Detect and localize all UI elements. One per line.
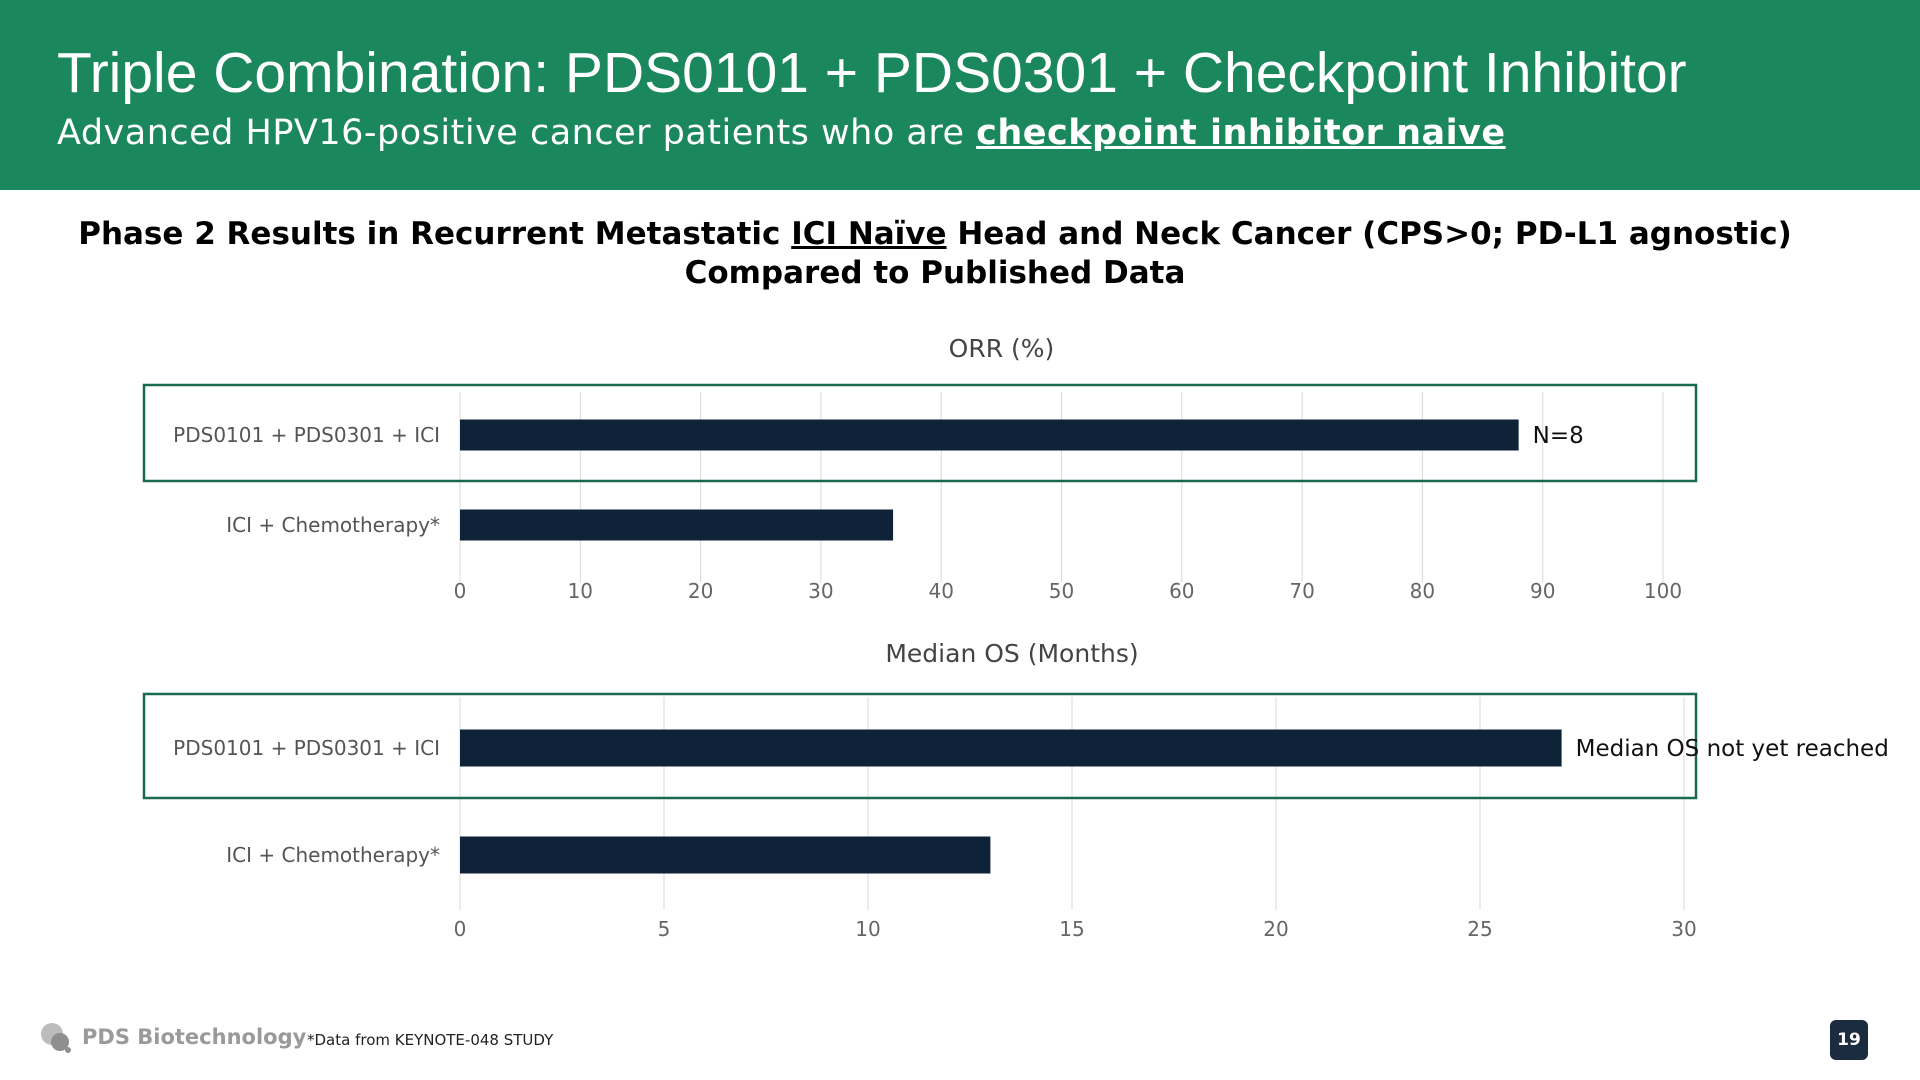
slide-title: Triple Combination: PDS0101 + PDS0301 + … xyxy=(57,41,1687,105)
slide-subtitle: Advanced HPV16-positive cancer patients … xyxy=(57,113,1506,153)
tick-label: 10 xyxy=(568,579,593,603)
tick-label: 10 xyxy=(855,917,880,941)
tick-label: 30 xyxy=(808,579,833,603)
highlight-box xyxy=(142,383,1698,483)
tick-label: 100 xyxy=(1644,579,1682,603)
heading-pre: Phase 2 Results in Recurrent Metastatic xyxy=(78,216,792,252)
heading-underlined: ICI Naïve xyxy=(791,216,947,252)
tick-label: 20 xyxy=(1263,917,1288,941)
company-logo: PDS Biotechnology xyxy=(38,1020,306,1054)
tick-label: 20 xyxy=(688,579,713,603)
tick-label: 5 xyxy=(658,917,671,941)
bar xyxy=(460,836,991,874)
subtitle-highlight: checkpoint inhibitor naive xyxy=(976,113,1506,153)
tick-label: 70 xyxy=(1289,579,1314,603)
tick-label: 80 xyxy=(1410,579,1435,603)
category-label: PDS0101 + PDS0301 + ICI xyxy=(173,736,440,760)
subtitle-text: Advanced HPV16-positive cancer patients … xyxy=(57,113,977,153)
logo-mark-icon xyxy=(41,1023,71,1053)
section-heading-line1: Phase 2 Results in Recurrent Metastatic … xyxy=(0,216,1870,252)
charts-canvas: ORR (%) PDS0101 + PDS0301 + ICI ICI + Chem… xyxy=(142,334,1889,941)
bar xyxy=(460,729,1562,767)
tick-label: 40 xyxy=(928,579,953,603)
tick-label: 0 xyxy=(454,917,467,941)
tick-label: 0 xyxy=(454,579,467,603)
category-label: PDS0101 + PDS0301 + ICI xyxy=(173,423,440,447)
chart-title: Median OS (Months) xyxy=(885,639,1138,668)
header-banner: Triple Combination: PDS0101 + PDS0301 + … xyxy=(0,0,1920,190)
category-label: ICI + Chemotherapy* xyxy=(226,513,440,537)
bar xyxy=(460,509,894,541)
data-annotation: Median OS not yet reached xyxy=(1576,736,1889,762)
chart-title: ORR (%) xyxy=(949,334,1055,363)
data-annotation: N=8 xyxy=(1533,423,1584,449)
section-heading-line2: Compared to Published Data xyxy=(684,255,1186,291)
tick-label: 90 xyxy=(1530,579,1555,603)
tick-label: 15 xyxy=(1059,917,1084,941)
page-number: 19 xyxy=(1830,1020,1868,1060)
category-label: ICI + Chemotherapy* xyxy=(226,843,440,867)
tick-label: 25 xyxy=(1467,917,1492,941)
tick-label: 50 xyxy=(1049,579,1074,603)
logo-text: PDS Biotechnology xyxy=(82,1025,307,1049)
tick-label: 60 xyxy=(1169,579,1194,603)
heading-post: Head and Neck Cancer (CPS>0; PD-L1 agnos… xyxy=(946,216,1792,252)
bar xyxy=(460,419,1519,451)
highlight-box xyxy=(142,692,1698,800)
footnote: *Data from KEYNOTE-048 STUDY xyxy=(307,1031,554,1049)
tick-label: 30 xyxy=(1671,917,1696,941)
